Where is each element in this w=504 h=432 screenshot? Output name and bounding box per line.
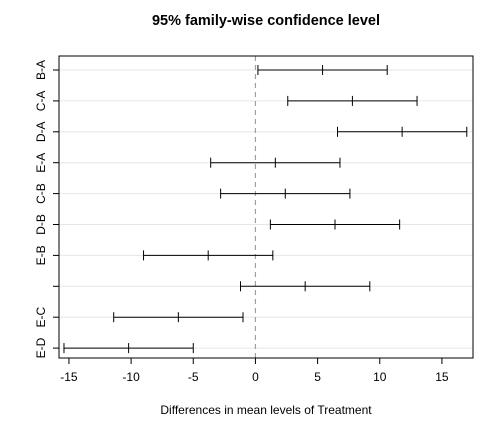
x-tick-label: 10	[373, 370, 387, 384]
chart-title: 95% family-wise confidence level	[152, 13, 380, 29]
y-tick-label: C-A	[34, 91, 48, 112]
y-tick-label: E-A	[34, 153, 48, 173]
y-tick-label: B-A	[34, 60, 48, 80]
grid-layer	[59, 69, 473, 349]
y-tick-label: D-B	[34, 214, 48, 235]
y-tick-label: D-A	[34, 121, 48, 142]
y-axis: B-A C-A D-A E-A C-B D-B E-B E-C E-D	[34, 60, 59, 358]
x-tick-label: -10	[122, 370, 140, 384]
x-tick-label: -15	[60, 370, 78, 384]
y-tick-label: E-C	[34, 307, 48, 328]
x-tick-label: 5	[314, 370, 321, 384]
x-axis: -15 -10 -5 0 5 10 15	[60, 357, 449, 384]
x-tick-label: 15	[435, 370, 449, 384]
y-tick-label: E-D	[34, 337, 48, 358]
x-tick-label: 0	[252, 370, 259, 384]
confidence-intervals	[63, 65, 468, 354]
x-axis-label: Differences in mean levels of Treatment	[160, 403, 372, 417]
x-tick-label: -5	[188, 370, 199, 384]
y-tick-label: E-B	[34, 245, 48, 265]
y-tick-label: C-B	[34, 183, 48, 204]
